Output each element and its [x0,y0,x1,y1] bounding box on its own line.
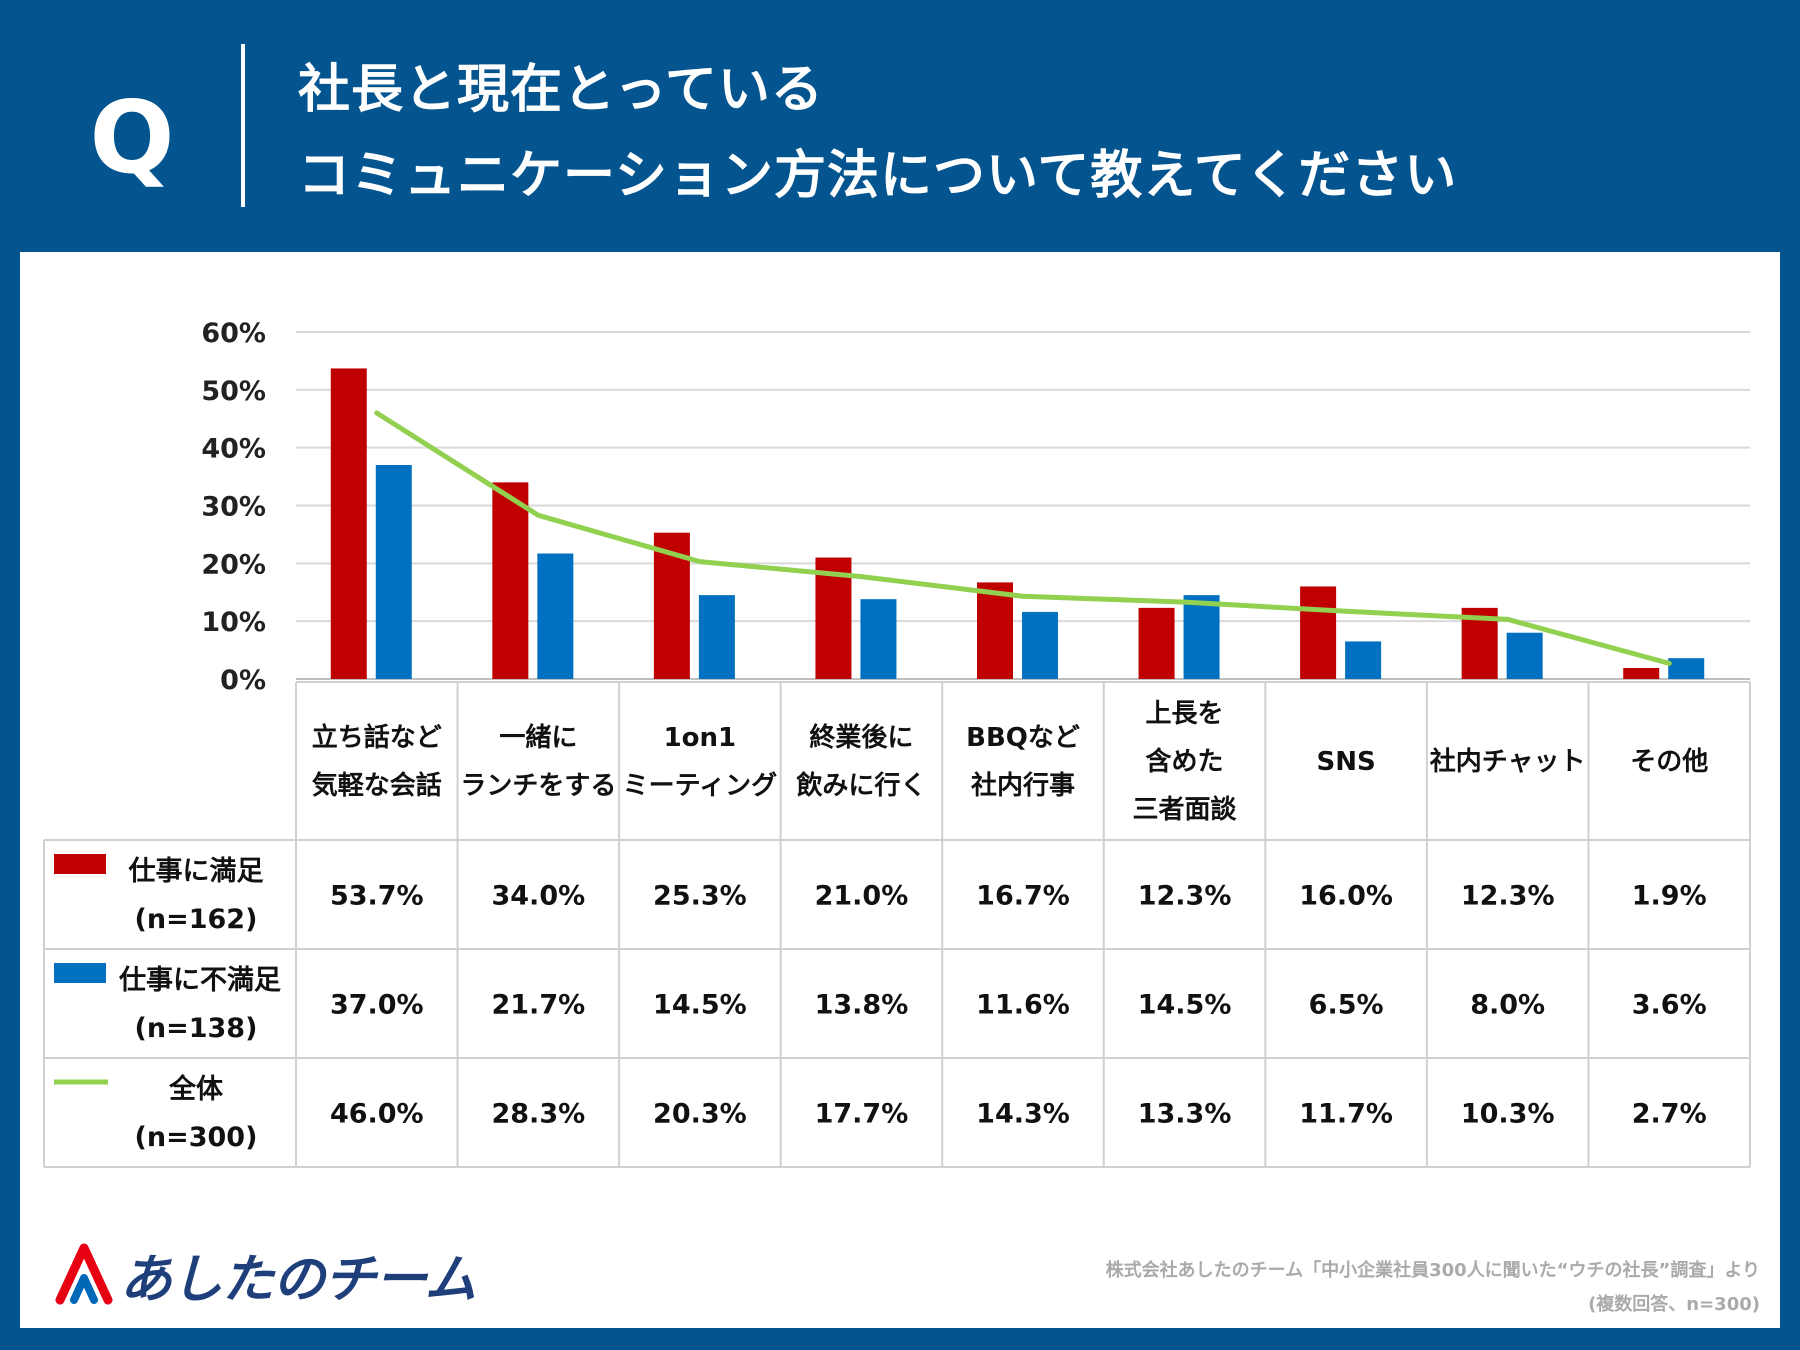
table-value: 16.0% [1299,881,1393,912]
bar-dissatisfied [860,599,897,679]
table-value: 14.5% [653,990,747,1021]
line-point-total [697,559,703,565]
table-value: 8.0% [1470,990,1545,1021]
company-logo: あしたのチーム [52,1238,476,1310]
table-value: 16.7% [976,881,1070,912]
category-label: 気軽な会話 [312,770,442,801]
legend-swatch-satisfied [54,854,106,874]
legend-series-name: 仕事に満足 [128,856,264,887]
bar-satisfied [330,368,367,679]
y-tick-label: 40% [201,434,266,465]
table-value: 14.5% [1138,990,1232,1021]
legend-swatch-dissatisfied [54,963,106,983]
y-tick-label: 60% [201,318,266,349]
category-label: 立ち話など [312,722,442,753]
legend-series-name: 全体 [168,1073,224,1105]
table-value: 12.3% [1461,881,1555,912]
category-label: 社内チャット [1430,746,1586,777]
table-value: 6.5% [1309,990,1384,1021]
category-label: 終業後に [809,722,913,753]
category-label: ミーティング [623,771,777,801]
source-note-sample: (複数回答、n=300) [1588,1294,1760,1315]
bar-satisfied [815,557,852,679]
category-label: 1on1 [664,723,737,753]
table-value: 13.8% [815,990,909,1021]
table-value: 28.3% [491,1099,585,1130]
legend-series-name: 仕事に不満足 [118,965,281,996]
bar-satisfied [1300,586,1337,679]
table-value: 46.0% [330,1099,424,1130]
y-tick-label: 10% [201,607,266,638]
y-tick-label: 20% [201,549,266,580]
category-label: 三者面談 [1133,794,1238,825]
table-value: 21.7% [491,990,585,1021]
line-point-total [374,410,380,416]
bar-dissatisfied [1345,641,1382,679]
legend-sample-size: (n=138) [135,1013,258,1044]
table-value: 34.0% [491,881,585,912]
category-label: 社内行事 [971,770,1075,801]
table-value: 10.3% [1461,1099,1555,1130]
logo-a-icon [55,1243,113,1305]
table-value: 25.3% [653,881,747,912]
title-line-1: 社長と現在とっている [298,60,824,120]
logo-text: あしたのチーム [120,1249,476,1310]
category-label: 一緒に [499,722,577,753]
bar-satisfied [1623,668,1660,679]
bar-dissatisfied [1183,595,1220,679]
category-label: SNS [1317,747,1376,777]
chart-panel: 0% 10% 20% 30% 40% 50% 60% 立ち話など気軽な会話 一緒にランチをする 1… [20,252,1780,1328]
line-point-total [1666,660,1672,666]
bar-dissatisfied [1668,658,1705,679]
category-label: 上長を [1146,699,1224,729]
table-value: 11.7% [1299,1099,1393,1130]
bar-satisfied [492,482,529,679]
line-point-total [1343,608,1349,614]
category-label: ランチをする [460,771,616,801]
line-point-total [1182,599,1188,605]
table-value: 11.6% [976,990,1070,1021]
bar-dissatisfied [375,465,412,679]
bar-dissatisfied [537,553,574,679]
table-value: 3.6% [1632,990,1707,1021]
line-point-total [1505,616,1511,622]
y-tick-label: 30% [201,492,266,523]
header-divider [241,44,245,207]
table-value: 13.3% [1138,1099,1232,1130]
question-mark-label: Q [89,79,175,196]
legend-sample-size: (n=162) [135,904,258,935]
source-note: 株式会社あしたのチーム「中小企業社員300人に聞いた“ウチの社長”調査」より [1105,1260,1760,1281]
category-label: BBQなど [966,723,1080,753]
category-label: 飲みに行く [795,770,926,801]
line-point-total [858,574,864,580]
table-value: 12.3% [1138,881,1232,912]
y-tick-label: 0% [220,665,266,696]
bar-dissatisfied [698,595,735,679]
bar-satisfied [1138,607,1175,679]
table-value: 1.9% [1632,881,1707,912]
bar-dissatisfied [1022,611,1058,679]
bar-satisfied [977,582,1013,679]
table-value: 20.3% [653,1099,747,1130]
table-value: 2.7% [1632,1099,1707,1130]
line-point-total [535,512,541,518]
category-label: 含めた [1146,746,1224,777]
legend-sample-size: (n=300) [135,1122,258,1153]
table-value: 17.7% [815,1099,909,1130]
bar-dissatisfied [1506,632,1543,679]
y-tick-label: 50% [201,376,266,407]
table-value: 37.0% [330,990,424,1021]
table-value: 21.0% [815,881,909,912]
table-value: 14.3% [976,1099,1070,1130]
title-line-2: コミュニケーション方法について教えてください [298,146,1458,206]
category-label: その他 [1630,747,1708,777]
line-point-total [1020,593,1026,599]
table-value: 53.7% [330,881,424,912]
